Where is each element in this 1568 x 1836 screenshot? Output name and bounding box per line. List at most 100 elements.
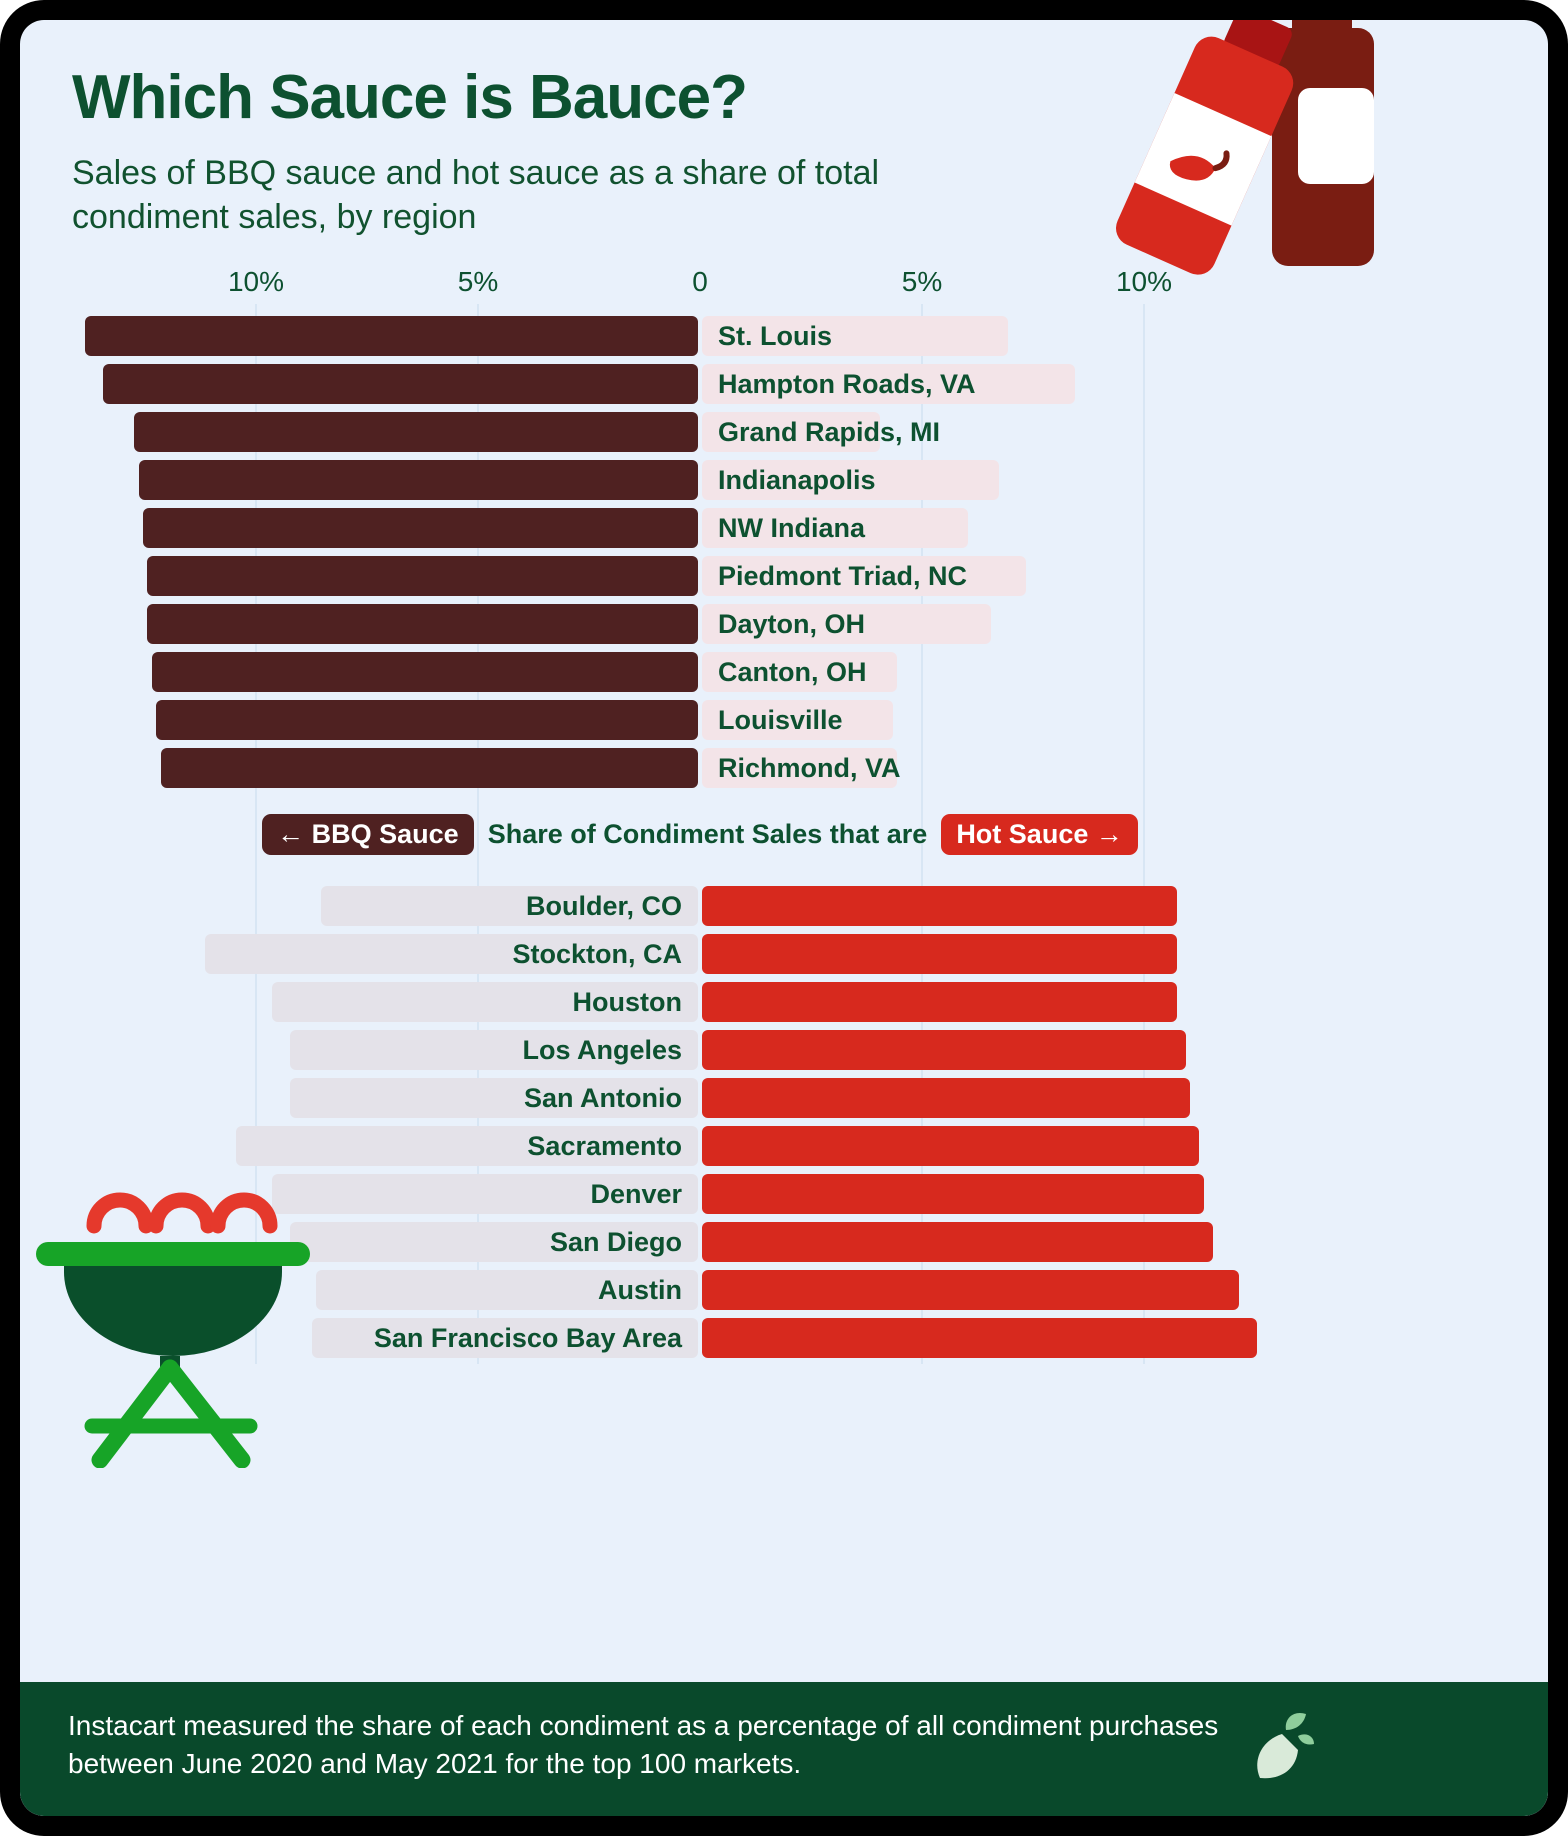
bbq-sauce-bar [134,412,698,452]
bbq-region-row: Grand Rapids, MI [20,408,1548,456]
gridline [1143,304,1145,1364]
hot-region-row: Boulder, CO [20,882,1548,930]
bbq-grill-illustration [36,1192,310,1468]
hot-sauce-bottle-icon [1115,20,1294,275]
region-label: Canton, OH [718,657,867,687]
hot-region-row: Houston [20,978,1548,1026]
region-label: Sacramento [527,1131,682,1161]
hot-sauce-bar [702,1078,1190,1118]
hot-sauce-bar [702,1126,1199,1166]
bbq-region-row: Dayton, OH [20,600,1548,648]
axis-tick-label: 10% [227,266,285,297]
bbq-sauce-bar [290,1222,698,1262]
sausage-icon [210,1192,278,1234]
bbq-sauce-bar [85,316,698,356]
bbq-region-row: Hampton Roads, VA [20,360,1548,408]
region-label: San Francisco Bay Area [373,1323,682,1353]
hot-sauce-bar [702,748,897,788]
region-label: Houston [572,987,682,1017]
bbq-sauce-bar [272,1174,698,1214]
bbq-sauce-bar [147,556,698,596]
page-subtitle: Sales of BBQ sauce and hot sauce as a sh… [72,154,880,236]
bbq-sauce-bar [152,652,698,692]
hot-sauce-bar [702,1318,1257,1358]
gridline [477,304,479,1364]
hot-regions-rows: Boulder, CO Stockton, CA Houston Los Angele… [20,882,1548,1362]
hot-sauce-bar [702,652,897,692]
hot-sauce-bar [702,316,1008,356]
legend-caption: Share of Condiment Sales that are [487,819,928,849]
region-label: Austin [598,1275,682,1305]
gridline [921,304,923,1364]
chart-legend: ← BBQ Sauce Share of Condiment Sales tha… [20,814,1380,855]
region-label: San Antonio [524,1083,682,1113]
bbq-sauce-bar [321,886,698,926]
bbq-region-row: St. Louis [20,312,1548,360]
hot-sauce-bar [702,700,893,740]
hot-sauce-bar [702,364,1075,404]
bbq-sauce-bar [103,364,698,404]
hot-sauce-bar [702,1030,1186,1070]
infographic-canvas: Which Sauce is Bauce? Sales of BBQ sauce… [20,20,1548,1816]
bbq-region-row: NW Indiana [20,504,1548,552]
region-label: St. Louis [718,321,832,351]
bbq-sauce-bar [139,460,698,500]
region-label: Dayton, OH [718,609,866,639]
bbq-sauce-bar [290,1078,698,1118]
bbq-sauce-bar [156,700,698,740]
bbq-sauce-bar [272,982,698,1022]
diverging-bar-chart: 10% 5% 0 5% 10% St. Louis Hampton Roads, VA Gr… [20,20,1548,1420]
bbq-sauce-bar [316,1270,698,1310]
hot-sauce-bar [702,886,1177,926]
bbq-region-row: Richmond, VA [20,744,1548,792]
hot-region-row: Sacramento [20,1122,1548,1170]
bbq-sauce-bar [161,748,698,788]
hot-sauce-bar [702,1270,1239,1310]
bbq-region-row: Piedmont Triad, NC [20,552,1548,600]
hot-region-row: Denver [20,1170,1548,1218]
hot-region-row: Stockton, CA [20,930,1548,978]
hot-sauce-bar [702,412,880,452]
axis-tick-label: 0 [692,266,708,297]
hot-sauce-bar [702,982,1177,1022]
region-label: NW Indiana [718,513,865,543]
region-label: Louisville [718,705,843,735]
methodology-note: Instacart measured the share of each con… [68,1710,1219,1779]
hot-sauce-bar [702,460,999,500]
bbq-region-row: Louisville [20,696,1548,744]
region-label: Los Angeles [522,1035,682,1065]
region-label: Hampton Roads, VA [718,369,976,399]
bbq-regions-rows: St. Louis Hampton Roads, VA Grand Rapids, … [20,312,1548,792]
hot-sauce-bottles-illustration [1115,20,1374,275]
footer: Instacart measured the share of each con… [20,1682,1548,1816]
region-label: Indianapolis [718,465,876,495]
hot-sauce-bar [702,604,991,644]
axis-tick-label: 5% [457,266,499,297]
region-label: Boulder, CO [525,891,682,921]
bbq-sauce-bar [236,1126,698,1166]
region-label: San Diego [549,1227,682,1257]
hot-sauce-bar [702,1222,1213,1262]
bbq-sauce-bar [147,604,698,644]
hot-sauce-bar [702,556,1026,596]
hot-region-row: Austin [20,1266,1548,1314]
region-label: Denver [590,1179,682,1209]
hot-region-row: San Diego [20,1218,1548,1266]
bbq-region-row: Canton, OH [20,648,1548,696]
axis-tick-label: 5% [901,266,943,297]
bbq-region-row: Indianapolis [20,456,1548,504]
bbq-sauce-legend-badge: ← BBQ Sauce [262,814,474,855]
region-label: Richmond, VA [718,753,901,783]
sausage-icon [148,1192,216,1234]
hot-sauce-bar [702,934,1177,974]
hot-region-row: Los Angeles [20,1026,1548,1074]
region-label: Stockton, CA [512,939,682,969]
region-label: Piedmont Triad, NC [718,561,968,591]
bbq-sauce-bar [143,508,698,548]
bbq-sauce-bar [290,1030,698,1070]
hot-sauce-bar [702,1174,1204,1214]
axis-tick-label: 10% [1115,266,1173,297]
hot-region-row: San Francisco Bay Area [20,1314,1548,1362]
hot-sauce-bar [702,508,968,548]
